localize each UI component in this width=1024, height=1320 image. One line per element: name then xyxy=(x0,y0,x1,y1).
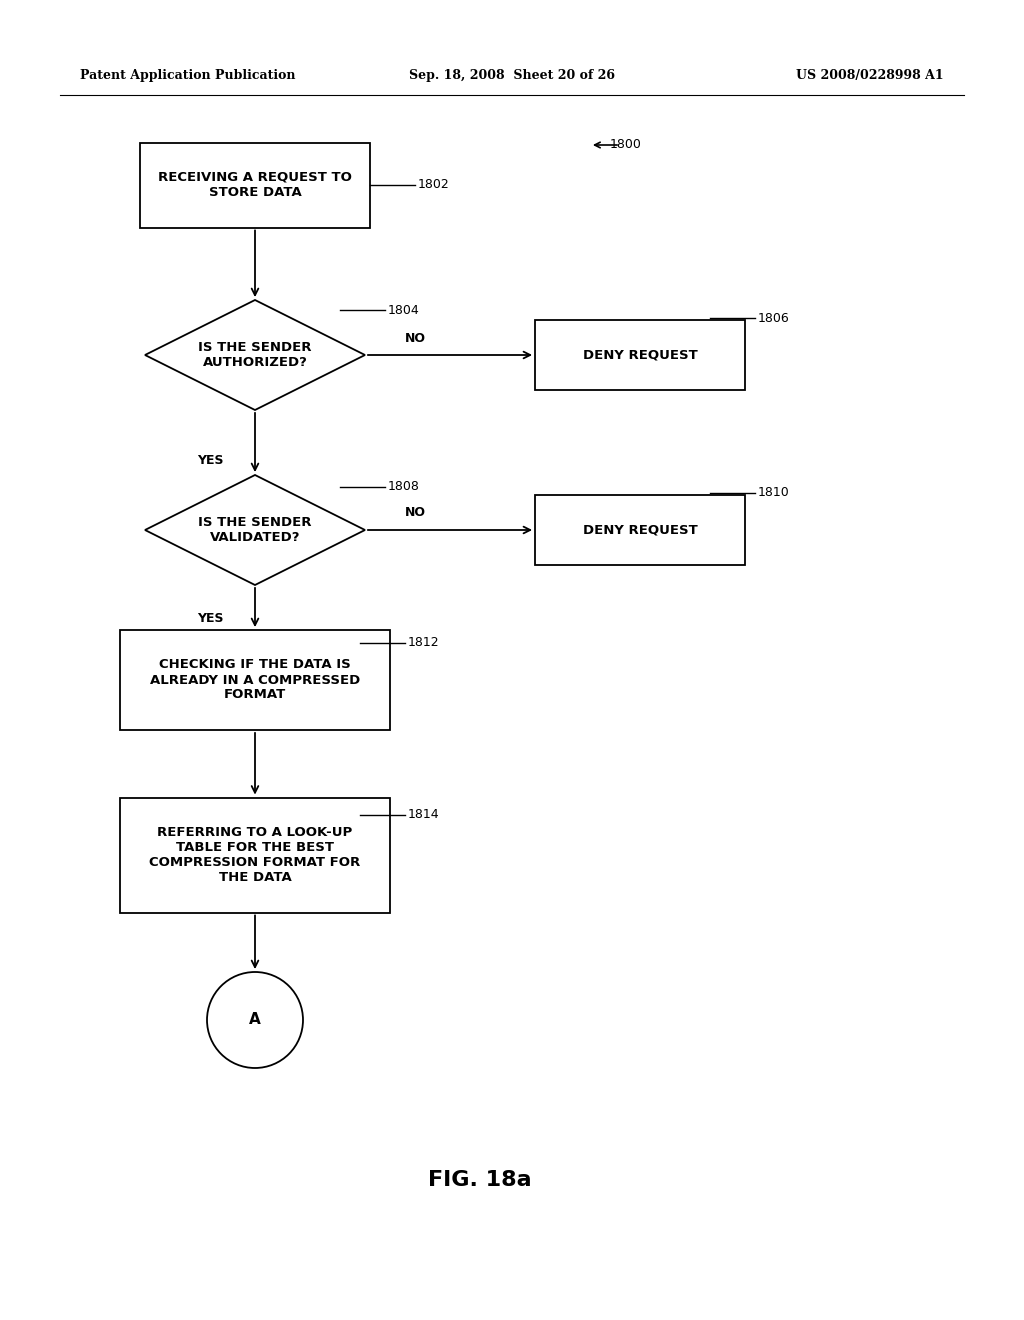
Bar xyxy=(535,495,745,565)
Text: REFERRING TO A LOOK-UP
TABLE FOR THE BEST
COMPRESSION FORMAT FOR
THE DATA: REFERRING TO A LOOK-UP TABLE FOR THE BES… xyxy=(150,826,360,884)
Bar xyxy=(535,319,745,389)
Text: FIG. 18a: FIG. 18a xyxy=(428,1170,531,1191)
Text: 1800: 1800 xyxy=(610,139,642,152)
Text: NO: NO xyxy=(404,331,426,345)
Text: 1812: 1812 xyxy=(408,636,439,649)
Text: YES: YES xyxy=(197,454,223,466)
Text: YES: YES xyxy=(197,611,223,624)
Bar xyxy=(140,143,370,227)
Text: A: A xyxy=(249,1012,261,1027)
Text: DENY REQUEST: DENY REQUEST xyxy=(583,524,697,536)
Text: 1804: 1804 xyxy=(388,304,420,317)
Text: US 2008/0228998 A1: US 2008/0228998 A1 xyxy=(797,69,944,82)
Polygon shape xyxy=(145,300,365,411)
Text: 1808: 1808 xyxy=(388,480,420,494)
Text: NO: NO xyxy=(404,507,426,520)
Text: 1802: 1802 xyxy=(418,178,450,191)
Bar xyxy=(120,630,390,730)
Polygon shape xyxy=(145,475,365,585)
Text: Patent Application Publication: Patent Application Publication xyxy=(80,69,296,82)
Text: 1810: 1810 xyxy=(758,487,790,499)
Text: DENY REQUEST: DENY REQUEST xyxy=(583,348,697,362)
Text: Sep. 18, 2008  Sheet 20 of 26: Sep. 18, 2008 Sheet 20 of 26 xyxy=(409,69,615,82)
Text: CHECKING IF THE DATA IS
ALREADY IN A COMPRESSED
FORMAT: CHECKING IF THE DATA IS ALREADY IN A COM… xyxy=(150,659,360,701)
Text: 1806: 1806 xyxy=(758,312,790,325)
Ellipse shape xyxy=(207,972,303,1068)
Bar xyxy=(120,797,390,912)
Text: RECEIVING A REQUEST TO
STORE DATA: RECEIVING A REQUEST TO STORE DATA xyxy=(158,172,352,199)
Text: IS THE SENDER
VALIDATED?: IS THE SENDER VALIDATED? xyxy=(199,516,311,544)
Text: IS THE SENDER
AUTHORIZED?: IS THE SENDER AUTHORIZED? xyxy=(199,341,311,370)
Text: 1814: 1814 xyxy=(408,808,439,821)
